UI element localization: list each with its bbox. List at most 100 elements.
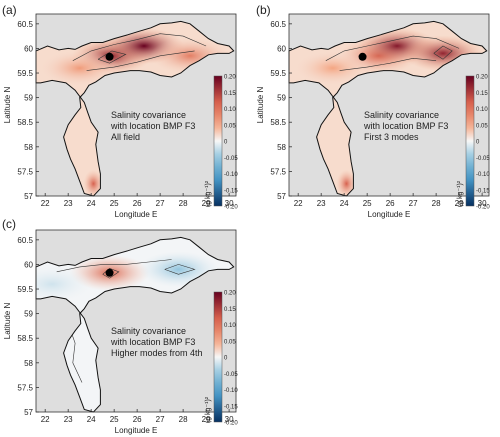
panel-a: (a) 22 23 24 25 26 27 28 29 30 57 57.5 58 58.5 59 59.5 6… (2, 3, 238, 219)
annotation-line: First 3 modes (364, 132, 419, 142)
x-tick-label: 29 (202, 415, 211, 424)
colorbar-tick-label: -0.20 (224, 421, 238, 427)
x-tick-label: 30 (225, 415, 234, 424)
x-tick-label: 27 (156, 199, 165, 208)
annotation-line: All field (111, 132, 140, 142)
colorbar-label: (g kg⁻¹)² (457, 180, 464, 207)
colorbar-tick-label: 0.15 (476, 91, 488, 97)
contour-line (325, 35, 460, 61)
y-tick-label: 58.5 (270, 118, 286, 127)
annotation-line: Salinity covariance (111, 110, 186, 120)
sea-field (289, 21, 487, 197)
panel-label: (b) (256, 3, 271, 17)
y-tick-label: 60 (24, 260, 33, 269)
colorbar-label: (g kg⁻¹)² (205, 180, 212, 207)
panel-label: (c) (2, 217, 16, 231)
x-tick-label: 22 (294, 199, 303, 208)
y-tick-label: 59 (277, 94, 286, 103)
contour-line (56, 259, 172, 273)
x-tick-label: 24 (87, 415, 96, 424)
colorbar (213, 291, 223, 423)
colorbar-tick-label: 0.20 (224, 291, 236, 297)
x-axis-label: Longitude E (368, 210, 411, 219)
annotation-line: Salinity covariance (364, 110, 439, 120)
y-tick-label: 59.5 (270, 69, 286, 78)
colorbar-tick-label: 0.10 (224, 107, 236, 113)
contour-line (433, 45, 453, 60)
sea-field (36, 21, 234, 197)
y-tick-label: 58 (277, 143, 286, 152)
annotation-line: with location BMP F3 (110, 121, 195, 131)
coastline (288, 20, 488, 197)
y-tick-label: 58.5 (17, 334, 33, 343)
axes-frame (35, 229, 237, 413)
x-tick-label: 23 (317, 199, 326, 208)
x-tick-label: 23 (64, 199, 73, 208)
covariance-hotspot (39, 50, 120, 87)
x-tick-label: 28 (432, 199, 441, 208)
y-tick-label: 57.5 (17, 167, 33, 176)
x-tick-label: 30 (478, 199, 487, 208)
y-tick-label: 59.5 (17, 285, 33, 294)
y-tick-label: 59 (24, 310, 33, 319)
x-tick-label: 25 (110, 415, 119, 424)
location-marker (105, 268, 114, 277)
x-tick-label: 26 (386, 199, 395, 208)
annotation-line: Salinity covariance (111, 326, 186, 336)
colorbar-tick-label: 0 (476, 140, 480, 146)
y-tick-label: 57.5 (270, 167, 286, 176)
y-tick-label: 57 (277, 192, 286, 201)
panel-label: (a) (2, 3, 17, 17)
y-axis-label: Latitude N (3, 303, 12, 340)
x-tick-label: 29 (202, 199, 211, 208)
x-tick-label: 28 (179, 199, 188, 208)
x-tick-label: 22 (41, 199, 50, 208)
covariance-hotspot (36, 266, 93, 303)
colorbar-tick-label: 0 (224, 356, 228, 362)
y-tick-label: 57 (24, 192, 33, 201)
colorbar-tick-label: -0.15 (224, 404, 238, 410)
colorbar (465, 75, 475, 207)
y-tick-label: 60 (277, 44, 286, 53)
x-tick-label: 22 (41, 415, 50, 424)
y-tick-label: 57.5 (17, 383, 33, 392)
colorbar-tick-label: -0.10 (224, 172, 238, 178)
x-tick-label: 25 (363, 199, 372, 208)
y-tick-label: 58.5 (17, 118, 33, 127)
y-axis-label: Latitude N (256, 87, 265, 124)
x-tick-label: 27 (156, 415, 165, 424)
colorbar-tick-label: 0.10 (224, 323, 236, 329)
colorbar-tick-label: -0.10 (476, 172, 490, 178)
contour-line (339, 57, 437, 71)
y-tick-label: 58 (24, 143, 33, 152)
colorbar-tick-label: 0.20 (476, 75, 488, 81)
axes-frame (288, 13, 490, 197)
location-marker (105, 52, 114, 61)
annotation-line: with location BMP F3 (110, 337, 195, 347)
y-tick-label: 60.5 (17, 236, 33, 245)
colorbar-tick-label: -0.05 (224, 372, 238, 378)
y-tick-label: 60 (24, 44, 33, 53)
x-axis-label: Longitude E (115, 426, 158, 435)
x-tick-label: 24 (340, 199, 349, 208)
colorbar-tick-label: 0.05 (224, 339, 236, 345)
y-axis-label: Latitude N (3, 87, 12, 124)
contour-line (164, 264, 196, 275)
covariance-hotspot (292, 50, 373, 87)
colorbar-tick-label: -0.05 (224, 156, 238, 162)
colorbar-tick-label: -0.20 (476, 205, 490, 211)
y-tick-label: 59 (24, 94, 33, 103)
colorbar (213, 75, 223, 207)
x-tick-label: 23 (64, 415, 73, 424)
x-axis-label: Longitude E (115, 210, 158, 219)
panel-c: (c) 22 23 24 25 26 27 28 29 30 57 57.5 58 58.5 59 59.5 6… (2, 217, 238, 435)
y-tick-label: 57 (24, 408, 33, 417)
x-tick-label: 27 (409, 199, 418, 208)
contour-line (72, 33, 207, 61)
colorbar-tick-label: 0.15 (224, 307, 236, 313)
colorbar-tick-label: -0.15 (224, 188, 238, 194)
colorbar-tick-label: 0.10 (476, 107, 488, 113)
coastline (35, 236, 235, 413)
colorbar-tick-label: 0.05 (224, 123, 236, 129)
